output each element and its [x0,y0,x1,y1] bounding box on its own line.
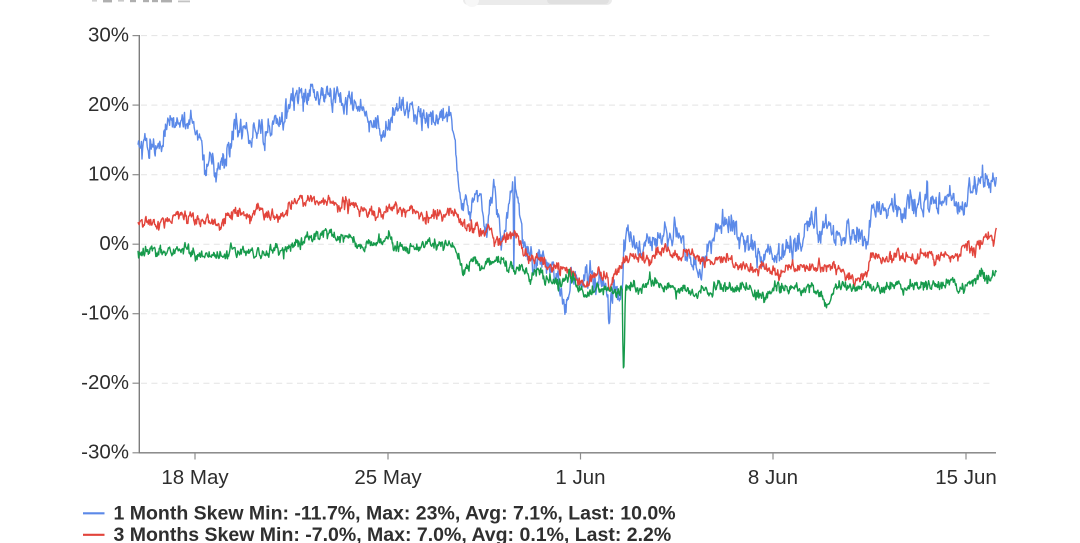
svg-text:10%: 10% [88,163,129,186]
svg-text:8 Jun: 8 Jun [748,466,798,489]
svg-text:1 Month Skew Min: -11.7%, Max:: 1 Month Skew Min: -11.7%, Max: 23%, Avg:… [114,503,676,525]
svg-text:25 May: 25 May [354,466,422,489]
svg-text:-20%: -20% [81,371,129,394]
svg-text:-10%: -10% [81,302,129,325]
svg-text:3 Months Skew Min: -7.0%, Max:: 3 Months Skew Min: -7.0%, Max: 7.0%, Avg… [114,524,672,543]
svg-text:15 Jun: 15 Jun [935,466,997,489]
svg-text:18 May: 18 May [161,466,229,489]
svg-text:0%: 0% [99,232,129,255]
svg-text:-30%: -30% [81,441,129,464]
svg-text:1 Jun: 1 Jun [555,466,605,489]
svg-text:30%: 30% [88,23,129,46]
svg-text:20%: 20% [88,93,129,116]
